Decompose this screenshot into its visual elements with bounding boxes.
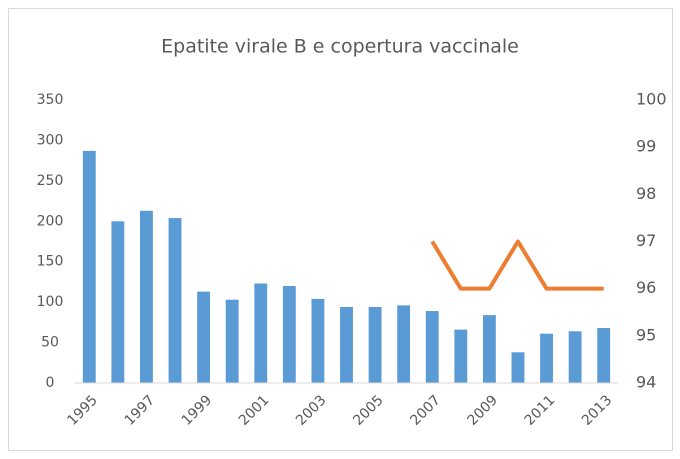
bar [454,329,468,383]
y-tick-label: 100 [37,294,64,310]
bar [168,218,182,383]
bar [254,283,268,383]
bar [197,291,211,383]
bar [568,331,582,383]
y-tick-label: 350 [37,92,64,108]
bar [311,298,325,383]
y-tick-label: 250 [37,173,64,189]
y2-tick-label: 99 [636,137,656,156]
bar [282,285,296,383]
chart-border [8,8,673,451]
y-tick-label: 50 [41,335,59,351]
y2-tick-label: 98 [636,184,656,203]
bar [140,210,153,383]
chart-title: Epatite virale B e copertura vaccinale [161,36,519,58]
bar [397,305,411,383]
y-tick-label: 300 [37,132,64,148]
bar [340,306,353,383]
bar [425,311,439,383]
bar [597,328,611,383]
bar [511,352,525,383]
bar [368,306,382,383]
bar [111,221,125,383]
bar [540,333,553,383]
y-tick-label: 200 [37,213,64,229]
y2-tick-label: 100 [636,90,667,109]
bar [225,299,239,383]
y-tick-label: 0 [46,375,55,391]
y-tick-label: 150 [37,254,64,270]
y2-tick-label: 95 [636,325,656,344]
y2-tick-label: 96 [636,278,656,297]
line [430,239,604,291]
bar [482,315,496,383]
y2-tick-label: 94 [636,373,656,392]
y2-tick-label: 97 [636,231,656,250]
bar [82,150,96,383]
